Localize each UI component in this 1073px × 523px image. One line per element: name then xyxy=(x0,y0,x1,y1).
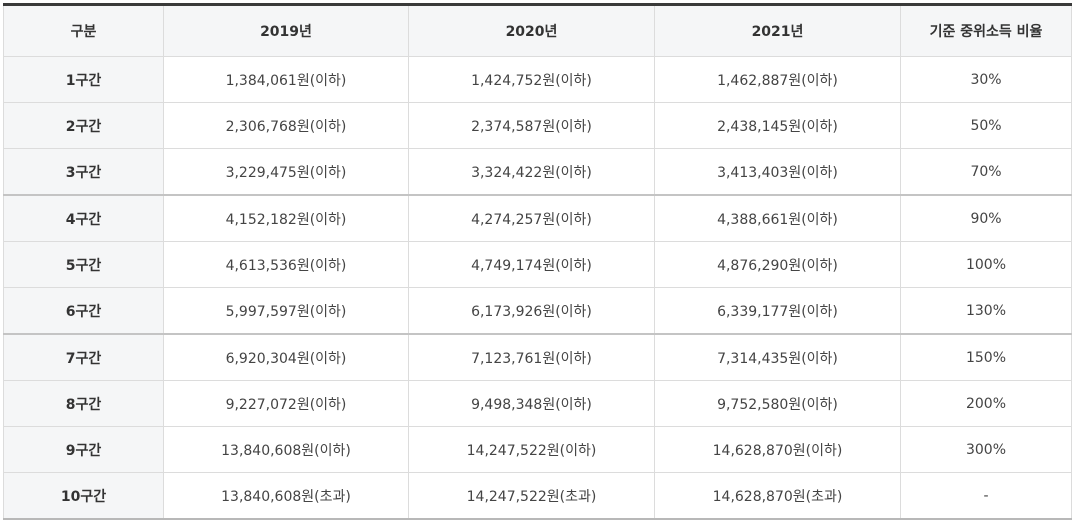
income-bracket-table: 구분 2019년 2020년 2021년 기준 중위소득 비율 1구간 1,38… xyxy=(3,3,1072,520)
cell-ratio: 50% xyxy=(900,102,1072,149)
header-median-income-ratio: 기준 중위소득 비율 xyxy=(900,4,1072,57)
table-row: 2구간 2,306,768원(이하) 2,374,587원(이하) 2,438,… xyxy=(3,102,1072,149)
cell-2021: 9,752,580원(이하) xyxy=(654,380,901,427)
cell-ratio: - xyxy=(900,472,1072,520)
cell-2020: 9,498,348원(이하) xyxy=(408,380,655,427)
cell-2021: 4,876,290원(이하) xyxy=(654,241,901,288)
cell-2021: 4,388,661원(이하) xyxy=(654,194,901,242)
cell-2019: 9,227,072원(이하) xyxy=(163,380,409,427)
row-label: 4구간 xyxy=(3,194,164,242)
cell-2021: 2,438,145원(이하) xyxy=(654,102,901,149)
header-2021: 2021년 xyxy=(654,4,901,57)
table-row: 8구간 9,227,072원(이하) 9,498,348원(이하) 9,752,… xyxy=(3,380,1072,427)
row-label: 8구간 xyxy=(3,380,164,427)
cell-2020: 14,247,522원(이하) xyxy=(408,426,655,473)
cell-ratio: 70% xyxy=(900,148,1072,196)
cell-2020: 7,123,761원(이하) xyxy=(408,333,655,381)
cell-2020: 2,374,587원(이하) xyxy=(408,102,655,149)
table-row: 9구간 13,840,608원(이하) 14,247,522원(이하) 14,6… xyxy=(3,426,1072,473)
cell-2019: 5,997,597원(이하) xyxy=(163,287,409,335)
cell-2021: 14,628,870원(이하) xyxy=(654,426,901,473)
cell-2021: 7,314,435원(이하) xyxy=(654,333,901,381)
cell-2019: 4,613,536원(이하) xyxy=(163,241,409,288)
header-2020: 2020년 xyxy=(408,4,655,57)
cell-2019: 4,152,182원(이하) xyxy=(163,194,409,242)
row-label: 6구간 xyxy=(3,287,164,335)
cell-2019: 13,840,608원(초과) xyxy=(163,472,409,520)
cell-2020: 14,247,522원(초과) xyxy=(408,472,655,520)
table-row: 1구간 1,384,061원(이하) 1,424,752원(이하) 1,462,… xyxy=(3,56,1072,103)
cell-ratio: 90% xyxy=(900,194,1072,242)
row-label: 3구간 xyxy=(3,148,164,196)
table-row: 7구간 6,920,304원(이하) 7,123,761원(이하) 7,314,… xyxy=(3,333,1072,381)
cell-2019: 1,384,061원(이하) xyxy=(163,56,409,103)
income-bracket-table-container: 구분 2019년 2020년 2021년 기준 중위소득 비율 1구간 1,38… xyxy=(3,3,1072,520)
cell-2019: 6,920,304원(이하) xyxy=(163,333,409,381)
cell-2021: 6,339,177원(이하) xyxy=(654,287,901,335)
table-row: 10구간 13,840,608원(초과) 14,247,522원(초과) 14,… xyxy=(3,472,1072,520)
cell-2021: 1,462,887원(이하) xyxy=(654,56,901,103)
cell-2020: 4,274,257원(이하) xyxy=(408,194,655,242)
cell-2020: 4,749,174원(이하) xyxy=(408,241,655,288)
table-row: 4구간 4,152,182원(이하) 4,274,257원(이하) 4,388,… xyxy=(3,194,1072,242)
cell-2019: 2,306,768원(이하) xyxy=(163,102,409,149)
table-row: 5구간 4,613,536원(이하) 4,749,174원(이하) 4,876,… xyxy=(3,241,1072,288)
table-row: 3구간 3,229,475원(이하) 3,324,422원(이하) 3,413,… xyxy=(3,148,1072,196)
cell-ratio: 100% xyxy=(900,241,1072,288)
table-row: 6구간 5,997,597원(이하) 6,173,926원(이하) 6,339,… xyxy=(3,287,1072,335)
row-label: 10구간 xyxy=(3,472,164,520)
row-label: 1구간 xyxy=(3,56,164,103)
row-label: 5구간 xyxy=(3,241,164,288)
cell-ratio: 300% xyxy=(900,426,1072,473)
cell-2020: 1,424,752원(이하) xyxy=(408,56,655,103)
table-header-row: 구분 2019년 2020년 2021년 기준 중위소득 비율 xyxy=(3,4,1072,57)
row-label: 2구간 xyxy=(3,102,164,149)
cell-ratio: 130% xyxy=(900,287,1072,335)
cell-2019: 3,229,475원(이하) xyxy=(163,148,409,196)
cell-2021: 14,628,870원(초과) xyxy=(654,472,901,520)
cell-ratio: 30% xyxy=(900,56,1072,103)
cell-2020: 6,173,926원(이하) xyxy=(408,287,655,335)
cell-ratio: 150% xyxy=(900,333,1072,381)
header-2019: 2019년 xyxy=(163,4,409,57)
row-label: 7구간 xyxy=(3,333,164,381)
cell-2020: 3,324,422원(이하) xyxy=(408,148,655,196)
cell-2019: 13,840,608원(이하) xyxy=(163,426,409,473)
row-label: 9구간 xyxy=(3,426,164,473)
header-category: 구분 xyxy=(3,4,164,57)
cell-2021: 3,413,403원(이하) xyxy=(654,148,901,196)
cell-ratio: 200% xyxy=(900,380,1072,427)
